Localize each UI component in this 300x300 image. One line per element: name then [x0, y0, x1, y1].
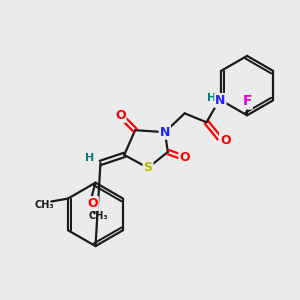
Text: H: H: [207, 94, 216, 103]
Text: N: N: [160, 126, 170, 139]
Text: O: O: [115, 109, 126, 122]
Text: F: F: [242, 94, 252, 109]
Text: S: S: [143, 161, 152, 174]
Text: O: O: [179, 152, 190, 164]
Text: O: O: [220, 134, 231, 147]
Text: CH₃: CH₃: [89, 212, 108, 221]
Text: CH₃: CH₃: [34, 200, 54, 211]
Text: N: N: [215, 94, 226, 107]
Text: H: H: [85, 153, 94, 163]
Text: O: O: [87, 197, 98, 210]
